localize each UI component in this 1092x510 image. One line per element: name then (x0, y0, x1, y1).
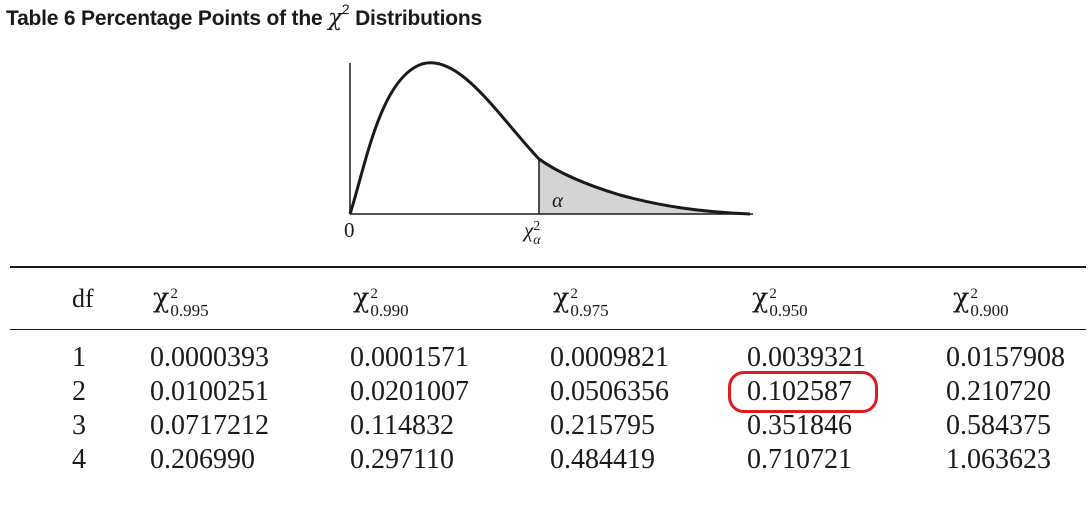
value-cell: 0.0001571 (350, 342, 469, 373)
value-cell: 0.351846 (747, 410, 852, 441)
header-sup: 2 (570, 285, 578, 302)
header-chi-0995: χ 2 0.995 (153, 268, 209, 329)
value-cell: 0.210720 (946, 376, 1051, 407)
value-cell: 0.0506356 (550, 376, 669, 407)
critical-sub: α (533, 233, 541, 249)
header-sup: 2 (170, 285, 178, 302)
value-cell: 0.710721 (747, 444, 852, 475)
header-chi-0990: χ 2 0.990 (353, 268, 409, 329)
highlighted-value-cell: 0.102587 (747, 376, 852, 407)
header-chi-symbol: χ (752, 283, 769, 314)
header-sup: 2 (769, 285, 777, 302)
header-chi-symbol: χ (553, 283, 570, 314)
chi-square-table: df χ 2 0.995 χ 2 0.990 χ 2 0.975 χ 2 0.950 χ 2 0.9… (10, 268, 1086, 475)
value-cell: 0.0039321 (747, 342, 866, 373)
header-sub: 0.995 (170, 300, 209, 320)
header-df-text: df (72, 283, 94, 313)
df-cell: 2 (72, 376, 86, 407)
df-cell: 3 (72, 410, 86, 441)
header-sub: 0.900 (970, 300, 1009, 320)
header-df: df (72, 268, 94, 329)
header-sup: 2 (970, 285, 978, 302)
table-row: 3 0.0717212 0.114832 0.215795 0.351846 0… (10, 409, 1086, 443)
value-cell: 0.215795 (550, 410, 655, 441)
header-sub: 0.990 (370, 300, 409, 320)
value-cell: 1.063623 (946, 444, 1051, 475)
title-suffix: Distributions (349, 7, 482, 30)
header-chi-0950: χ 2 0.950 (752, 268, 808, 329)
table-body: 1 0.0000393 0.0001571 0.0009821 0.003932… (10, 341, 1086, 477)
value-cell: 0.0000393 (150, 342, 269, 373)
df-cell: 4 (72, 444, 86, 475)
table-title: Table 6 Percentage Points of the χ2 Dist… (6, 1, 482, 31)
value-cell: 0.114832 (350, 410, 454, 441)
value-cell: 0.0201007 (350, 376, 469, 407)
df-cell: 1 (72, 342, 86, 373)
value-cell: 0.584375 (946, 410, 1051, 441)
critical-chi: χ (524, 218, 534, 242)
table-row: 2 0.0100251 0.0201007 0.0506356 0.102587… (10, 371, 1086, 413)
critical-sup: 2 (533, 219, 541, 235)
value-cell: 0.0717212 (150, 410, 269, 441)
table-row: 4 0.206990 0.297110 0.484419 0.710721 1.… (10, 443, 1086, 477)
header-sub: 0.950 (769, 300, 808, 320)
header-chi-0975: χ 2 0.975 (553, 268, 609, 329)
density-curve (348, 61, 751, 216)
table-top-rule (10, 266, 1086, 268)
header-sup: 2 (370, 285, 378, 302)
density-curve-svg (348, 61, 753, 216)
header-sub: 0.975 (570, 300, 609, 320)
title-prefix: Table 6 Percentage Points of the (6, 7, 329, 30)
table-header-rule (10, 329, 1086, 330)
header-chi-symbol: χ (953, 283, 970, 314)
header-chi-symbol: χ (153, 283, 170, 314)
title-chi-exponent: 2 (341, 1, 350, 17)
value-cell: 0.206990 (150, 444, 255, 475)
highlight-ring (728, 371, 878, 413)
table-row: 1 0.0000393 0.0001571 0.0009821 0.003932… (10, 341, 1086, 375)
alpha-label: α (552, 188, 564, 212)
tail-area-shading (539, 159, 750, 214)
zero-label: 0 (344, 218, 355, 242)
table-header-row: df χ 2 0.995 χ 2 0.990 χ 2 0.975 χ 2 0.950 χ 2 0.9… (10, 268, 1086, 329)
value-cell: 0.0157908 (946, 342, 1065, 373)
header-chi-0900: χ 2 0.900 (953, 268, 1009, 329)
value-cell: 0.297110 (350, 444, 454, 475)
value-cell: 0.0100251 (150, 376, 269, 407)
header-chi-symbol: χ (353, 283, 370, 314)
value-cell: 0.0009821 (550, 342, 669, 373)
value-cell: 0.484419 (550, 444, 655, 475)
title-chi-symbol: χ (328, 5, 342, 31)
